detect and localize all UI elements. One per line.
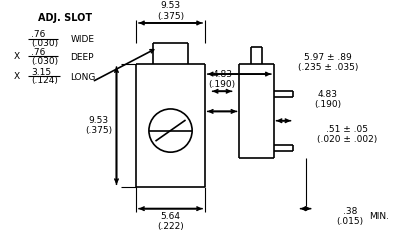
- Text: 5.64
(.222): 5.64 (.222): [157, 212, 184, 231]
- Text: .76: .76: [31, 48, 45, 57]
- Text: .38
(.015): .38 (.015): [336, 207, 363, 226]
- Text: (.030): (.030): [31, 39, 58, 48]
- Text: .76: .76: [31, 30, 45, 39]
- Text: 4.83
(.190): 4.83 (.190): [208, 70, 236, 89]
- Text: 5.97 ± .89
(.235 ± .035): 5.97 ± .89 (.235 ± .035): [298, 53, 358, 72]
- Text: DEEP: DEEP: [70, 53, 94, 62]
- Text: MIN.: MIN.: [369, 212, 389, 221]
- Text: 4.83
(.190): 4.83 (.190): [314, 90, 341, 109]
- Text: X: X: [13, 52, 20, 61]
- Text: 9.53
(.375): 9.53 (.375): [85, 116, 112, 135]
- Text: 3.15: 3.15: [31, 68, 51, 77]
- Text: (.030): (.030): [31, 57, 58, 66]
- Text: LONG: LONG: [70, 73, 96, 81]
- Text: (.124): (.124): [31, 77, 58, 85]
- Text: X: X: [13, 72, 20, 80]
- Text: ADJ. SLOT: ADJ. SLOT: [38, 13, 92, 23]
- Text: 9.53
(.375): 9.53 (.375): [157, 1, 184, 21]
- Text: .51 ± .05
(.020 ± .002): .51 ± .05 (.020 ± .002): [317, 125, 378, 144]
- Text: WIDE: WIDE: [70, 35, 94, 44]
